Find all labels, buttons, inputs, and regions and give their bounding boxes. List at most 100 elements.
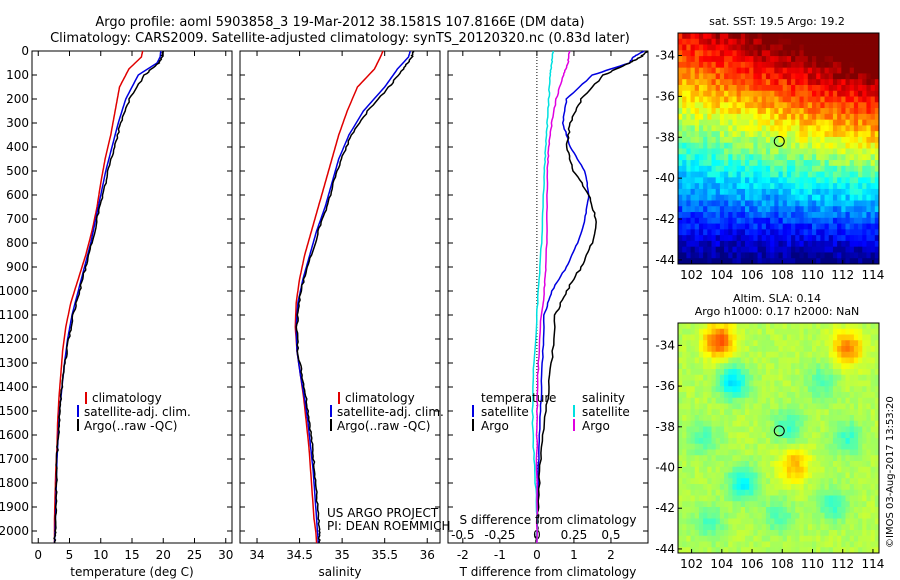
map-cell (858, 131, 863, 138)
map-cell (753, 507, 758, 514)
map-cell (807, 108, 813, 115)
map-cell (736, 56, 742, 63)
map-cell (845, 183, 851, 190)
map-cell (866, 177, 872, 184)
map-cell (757, 160, 763, 167)
map-cell (782, 194, 788, 201)
map-cell (845, 252, 851, 259)
map-cell (707, 246, 712, 253)
map-cell (853, 217, 859, 224)
map-cell (828, 478, 834, 485)
map-cell (694, 351, 700, 358)
map-cell (824, 334, 830, 341)
map-cell (707, 177, 712, 184)
map-cell (698, 374, 704, 381)
map-cell (682, 489, 687, 496)
map-cell (837, 340, 842, 347)
map-cell (858, 455, 863, 462)
map-cell (799, 380, 805, 387)
map-cell (870, 409, 876, 416)
map-cell (690, 334, 696, 341)
map-cell (862, 38, 867, 45)
map-cell (849, 200, 855, 207)
map-cell (761, 229, 767, 236)
map-cell (799, 183, 805, 190)
map-cell (816, 409, 821, 416)
map-cell (724, 131, 729, 138)
map-cell (686, 346, 691, 353)
map-cell (791, 223, 796, 230)
map-cell (791, 478, 796, 485)
x-tick-label: 0 (34, 548, 42, 562)
map-cell (753, 547, 758, 554)
map-cell (757, 535, 763, 542)
map-cell (761, 524, 767, 531)
map-cell (736, 50, 742, 57)
map-cell (778, 33, 784, 40)
map-cell (724, 461, 729, 468)
map-cell (761, 200, 767, 207)
map-cell (757, 188, 763, 196)
map-cell (719, 340, 725, 347)
map-cell (874, 438, 880, 445)
map-cell (711, 363, 717, 370)
map-cell (812, 183, 817, 190)
map-cell (732, 535, 738, 542)
map-cell (778, 443, 784, 450)
map-cell (824, 432, 830, 439)
map-cell (791, 323, 796, 330)
map-cell (682, 125, 687, 132)
map-cell (703, 524, 708, 531)
map-cell (778, 73, 784, 80)
map-cell (870, 206, 876, 213)
map-cell (757, 177, 763, 184)
map-cell (757, 44, 763, 51)
map-cell (807, 160, 813, 167)
map-cell (774, 478, 779, 485)
map-cell (778, 461, 784, 468)
map-cell (686, 165, 691, 173)
map-cell (824, 495, 830, 502)
map-cell (795, 136, 800, 144)
map-cell (753, 44, 758, 51)
map-cell (841, 346, 846, 353)
map-cell (774, 154, 779, 161)
map-cell (820, 547, 825, 554)
map-cell (837, 374, 842, 381)
map-cell (736, 61, 742, 69)
map-cell (711, 420, 717, 427)
map-cell (724, 44, 729, 51)
map-cell (803, 200, 809, 207)
map-cell (782, 501, 788, 508)
map-cell (770, 50, 775, 57)
map-cell (703, 56, 708, 63)
map-cell (761, 507, 767, 514)
map-cell (749, 484, 754, 491)
map-cell (761, 44, 767, 51)
map-cell (837, 79, 842, 86)
map-cell (694, 223, 700, 230)
map-cell (799, 449, 805, 456)
map-cell (832, 223, 838, 230)
map-cell (791, 535, 796, 542)
map-cell (740, 113, 746, 121)
map-cell (724, 426, 729, 433)
map-cell (715, 177, 721, 184)
map-cell (837, 432, 842, 439)
map-cell (816, 426, 821, 433)
map-cell (707, 386, 712, 393)
map-cell (849, 438, 855, 445)
map-cell (778, 44, 784, 51)
map-cell (820, 484, 825, 491)
map-cell (703, 323, 708, 330)
map-cell (791, 177, 796, 184)
map-cell (778, 363, 784, 370)
map-cell (757, 409, 763, 416)
map-cell (770, 524, 775, 531)
map-cell (870, 507, 876, 514)
map-cell (740, 489, 746, 496)
map-cell (757, 363, 763, 370)
map-cell (874, 489, 880, 496)
map-cell (866, 386, 872, 393)
map-cell (858, 223, 863, 230)
